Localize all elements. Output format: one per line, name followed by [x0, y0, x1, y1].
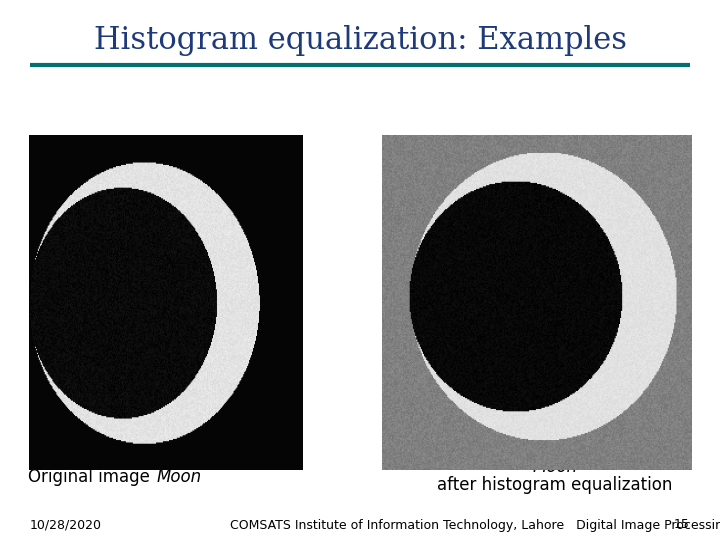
Text: Original image: Original image [28, 468, 155, 486]
Text: 10/28/2020: 10/28/2020 [30, 518, 102, 531]
Text: Moon: Moon [157, 468, 202, 486]
Text: Moon: Moon [532, 458, 577, 476]
Text: COMSATS Institute of Information Technology, Lahore   Digital Image Processing C: COMSATS Institute of Information Technol… [230, 518, 720, 531]
Text: 15: 15 [674, 518, 690, 531]
Text: after histogram equalization: after histogram equalization [437, 476, 672, 494]
Text: Histogram equalization: Examples: Histogram equalization: Examples [94, 24, 626, 56]
